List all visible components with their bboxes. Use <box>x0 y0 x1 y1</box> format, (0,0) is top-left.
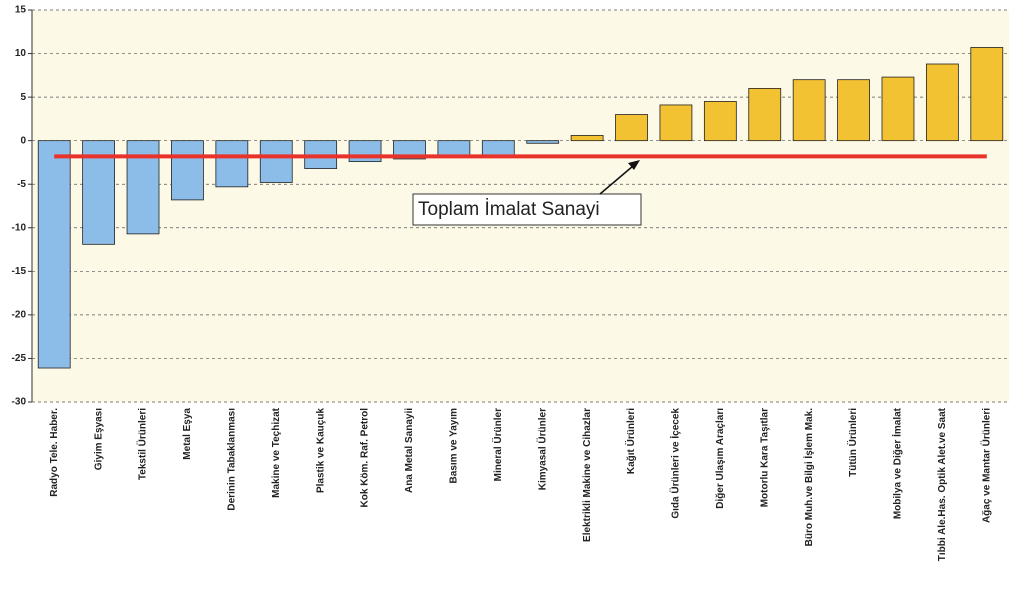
x-tick-label: Plastik ve Kauçuk <box>315 408 326 493</box>
x-tick-label: Motorlu Kara Taşıtlar <box>759 408 770 507</box>
bar <box>703 101 737 142</box>
bar <box>659 104 693 142</box>
bar <box>171 140 204 201</box>
x-tick-label: Tütün Ürünleri <box>846 408 859 477</box>
bar <box>970 47 1004 142</box>
bar <box>348 140 382 162</box>
y-tick-label: 15 <box>15 5 27 16</box>
x-tick-label: Tekstil Ürünleri <box>136 408 149 480</box>
bar <box>37 140 71 369</box>
x-tick-label: Elektrikli Makine ve Cihazlar <box>582 408 593 542</box>
arrow-head <box>628 160 640 170</box>
y-tick-label: 10 <box>15 48 27 59</box>
annotation-box <box>412 193 642 226</box>
x-tick-label: Kağıt Ürünleri <box>624 408 637 474</box>
bar <box>481 140 515 156</box>
x-tick-label: Diğer Ulaşım Araçları <box>715 408 726 509</box>
x-tick-label: Kimyasal Ürünler <box>535 408 548 490</box>
x-tick-label: Gıda Ürünleri ve İçecek <box>669 408 682 519</box>
y-tick-label: 0 <box>20 135 26 146</box>
x-tick-label: Ana Metal Sanayii <box>404 408 415 493</box>
x-tick-label: Giyim Eşyası <box>93 408 104 470</box>
x-tick-label: Metal Eşya <box>182 408 193 460</box>
x-tick-label: Radyo Tele. Haber. <box>49 408 60 497</box>
bar <box>215 140 249 188</box>
y-tick-label: -5 <box>17 179 26 190</box>
x-tick-label: Derinin Tabaklanması <box>226 408 237 511</box>
annotation-arrow <box>599 165 634 195</box>
y-tick-label: -30 <box>12 397 27 408</box>
bar <box>615 114 648 142</box>
bar <box>570 135 604 142</box>
x-tick-label: Ağaç ve Mantar Ürünleri <box>979 408 992 523</box>
x-tick-label: Kok Köm. Raf. Petrol <box>360 408 371 508</box>
x-tick-label: Büro Muh.ve Bilgi İşlem Mak. <box>802 408 815 547</box>
bar <box>259 140 293 183</box>
y-tick-label: 5 <box>20 92 26 103</box>
y-tick-label: -20 <box>12 310 27 321</box>
x-tick-label: Mineral Ürünler <box>491 408 504 481</box>
bar <box>748 88 782 142</box>
y-tick-label: -10 <box>12 222 27 233</box>
x-tick-label: Mobilya ve Diğer İmalat <box>891 407 904 519</box>
x-tick-label: Tıbbi Ale.Has. Optik Alet.ve Saat <box>937 407 948 561</box>
bar <box>526 140 560 144</box>
y-tick-label: -25 <box>12 353 27 364</box>
bar <box>837 79 870 142</box>
x-tick-label: Basım ve Yayım <box>449 408 460 484</box>
x-tick-label: Makine ve Teçhizat <box>271 407 282 498</box>
bar <box>792 79 826 142</box>
annotation: Toplam İmalat Sanayi <box>418 199 600 220</box>
bar <box>925 63 959 142</box>
bar <box>881 76 915 142</box>
y-tick-label: -15 <box>12 266 27 277</box>
